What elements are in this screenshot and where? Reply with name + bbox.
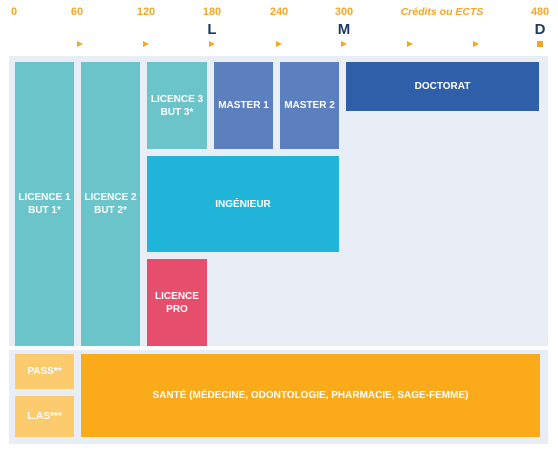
arrow-marker-icon: [143, 41, 149, 47]
licence-2-box: LICENCE 2 BUT 2*: [81, 62, 140, 346]
axis-tick-300: 300: [334, 6, 354, 18]
axis-tick-240: 240: [269, 6, 289, 18]
panel-white-gap: [9, 346, 548, 350]
axis-tick-120: 120: [136, 6, 156, 18]
licence-pro-box: LICENCE PRO: [147, 259, 207, 346]
las-box: L.AS***: [15, 396, 74, 437]
axis-tick-480: 480: [530, 6, 550, 18]
arrow-marker-icon: [276, 41, 282, 47]
arrow-marker-icon: [341, 41, 347, 47]
axis-tick-180: 180: [202, 6, 222, 18]
arrow-marker-icon: [407, 41, 413, 47]
arrow-marker-icon: [77, 41, 83, 47]
master-1-box: MASTER 1: [214, 62, 273, 149]
arrow-marker-icon: [209, 41, 215, 47]
licence-1-box: LICENCE 1 BUT 1*: [15, 62, 74, 346]
level-licence-letter: L: [207, 21, 217, 38]
end-square-icon: [537, 41, 543, 47]
sante-box: SANTÉ (MÉDECINE, ODONTOLOGIE, PHARMACIE,…: [81, 354, 540, 437]
ingenieur-box: INGÉNIEUR: [147, 156, 339, 252]
licence-3-box: LICENCE 3 BUT 3*: [147, 62, 207, 149]
doctorat-box: DOCTORAT: [346, 62, 539, 111]
axis-tick-0: 0: [10, 6, 18, 18]
axis-unit-label: Crédits ou ECTS: [400, 6, 484, 18]
level-master-letter: M: [337, 21, 351, 38]
arrow-marker-icon: [473, 41, 479, 47]
level-doctorat-letter: D: [534, 21, 546, 38]
pass-box: PASS**: [15, 354, 74, 389]
master-2-box: MASTER 2: [280, 62, 339, 149]
axis-tick-60: 60: [70, 6, 84, 18]
